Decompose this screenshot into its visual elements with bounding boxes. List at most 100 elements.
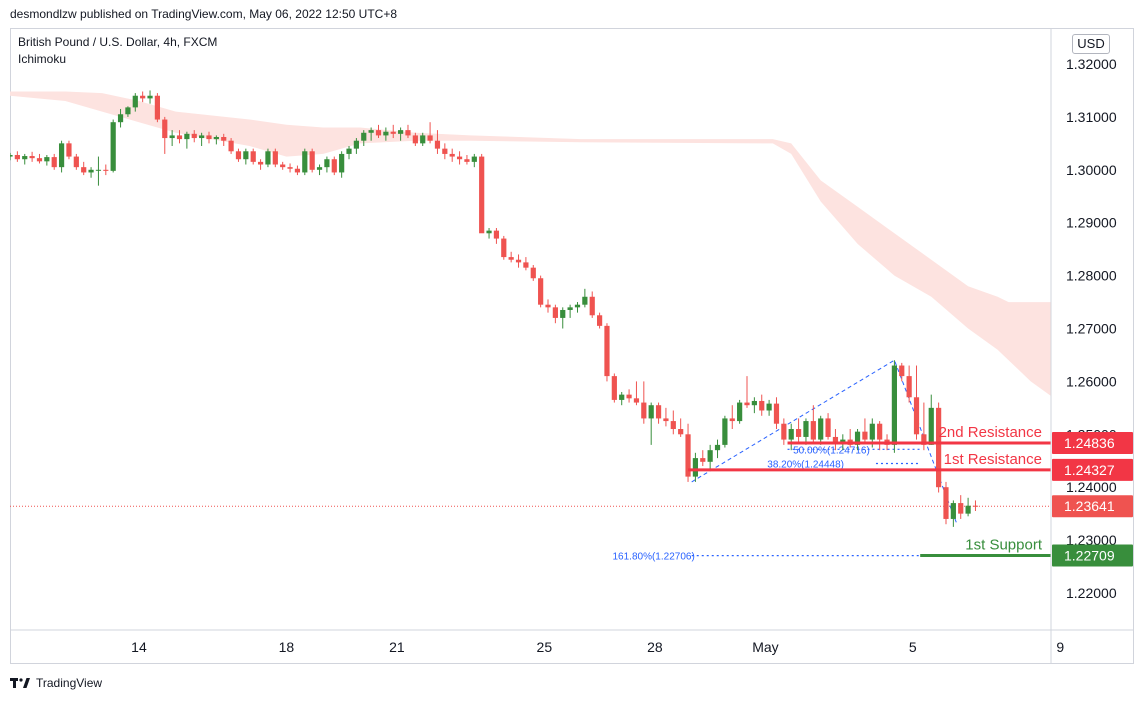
- candle[interactable]: [140, 91, 146, 103]
- candle[interactable]: [73, 153, 79, 170]
- candle[interactable]: [729, 405, 735, 430]
- candle[interactable]: [368, 127, 374, 141]
- candle[interactable]: [722, 415, 728, 448]
- candle[interactable]: [913, 365, 920, 440]
- candle[interactable]: [398, 127, 404, 141]
- candle[interactable]: [235, 148, 242, 162]
- price-tag[interactable]: 1.22709: [1052, 544, 1133, 567]
- candle[interactable]: [280, 161, 286, 170]
- candle[interactable]: [199, 132, 205, 146]
- candle[interactable]: [434, 130, 441, 154]
- candle[interactable]: [272, 148, 278, 168]
- candle[interactable]: [169, 130, 175, 146]
- candle[interactable]: [589, 291, 595, 318]
- candle[interactable]: [309, 148, 315, 173]
- candle[interactable]: [88, 167, 94, 178]
- candle[interactable]: [154, 93, 160, 123]
- candle[interactable]: [339, 151, 345, 178]
- candle[interactable]: [965, 497, 971, 517]
- candle[interactable]: [7, 152, 13, 161]
- candle[interactable]: [936, 402, 942, 493]
- candle[interactable]: [479, 153, 485, 234]
- candle[interactable]: [44, 154, 50, 166]
- candle[interactable]: [464, 154, 470, 165]
- candle[interactable]: [324, 156, 330, 173]
- candle[interactable]: [648, 402, 654, 445]
- candle[interactable]: [420, 132, 426, 146]
- candle[interactable]: [641, 381, 647, 424]
- candle[interactable]: [221, 133, 227, 146]
- candle[interactable]: [714, 439, 721, 459]
- candle[interactable]: [287, 163, 293, 173]
- candle[interactable]: [29, 151, 35, 162]
- candle[interactable]: [213, 135, 219, 145]
- candle[interactable]: [545, 299, 551, 313]
- plot-area[interactable]: 50.00%(1.24716) 38.20%(1.24448) 161.80%(1.…: [7, 90, 1104, 563]
- candle[interactable]: [117, 108, 124, 128]
- candle[interactable]: [346, 145, 352, 160]
- candle[interactable]: [928, 394, 934, 445]
- candle[interactable]: [228, 138, 234, 154]
- candle[interactable]: [854, 429, 861, 451]
- tradingview-brand[interactable]: TradingView: [10, 676, 102, 690]
- candle[interactable]: [103, 164, 109, 176]
- candle[interactable]: [501, 235, 507, 260]
- candle[interactable]: [486, 227, 492, 239]
- candle[interactable]: [678, 418, 684, 437]
- candle[interactable]: [737, 399, 743, 424]
- candle[interactable]: [515, 254, 522, 268]
- candle[interactable]: [58, 140, 65, 173]
- candle[interactable]: [412, 132, 418, 146]
- candle[interactable]: [582, 288, 588, 308]
- candle[interactable]: [132, 93, 138, 112]
- candle[interactable]: [508, 251, 514, 263]
- candle[interactable]: [36, 153, 43, 164]
- legend-indicator[interactable]: Ichimoku: [18, 52, 67, 66]
- candle[interactable]: [302, 148, 308, 176]
- candle[interactable]: [316, 164, 323, 176]
- candle[interactable]: [766, 399, 772, 416]
- candle[interactable]: [14, 151, 20, 162]
- candle[interactable]: [611, 373, 617, 403]
- candle[interactable]: [265, 148, 271, 168]
- candle[interactable]: [670, 410, 676, 435]
- candle[interactable]: [663, 407, 669, 427]
- currency-button[interactable]: USD: [1072, 34, 1110, 54]
- candle[interactable]: [471, 153, 477, 168]
- candle[interactable]: [958, 495, 964, 519]
- price-tag[interactable]: 1.23641: [1052, 495, 1133, 518]
- candle[interactable]: [390, 124, 396, 139]
- candle[interactable]: [685, 423, 691, 482]
- candle[interactable]: [405, 124, 411, 139]
- candle[interactable]: [751, 397, 757, 414]
- candle[interactable]: [530, 265, 536, 281]
- candle[interactable]: [597, 312, 603, 329]
- candle[interactable]: [759, 394, 765, 416]
- legend-symbol[interactable]: British Pound / U.S. Dollar, 4h, FXCM: [18, 35, 218, 49]
- candle[interactable]: [803, 418, 809, 445]
- candle[interactable]: [847, 429, 853, 448]
- candle[interactable]: [493, 227, 500, 244]
- candle[interactable]: [655, 402, 662, 424]
- candle[interactable]: [147, 90, 153, 104]
- candle[interactable]: [633, 381, 640, 406]
- candle[interactable]: [449, 148, 455, 162]
- candle[interactable]: [552, 304, 558, 324]
- candle[interactable]: [361, 130, 367, 146]
- candle[interactable]: [383, 127, 389, 141]
- candle[interactable]: [538, 275, 544, 308]
- candle[interactable]: [899, 362, 905, 382]
- candle[interactable]: [707, 444, 713, 469]
- candle[interactable]: [191, 130, 197, 143]
- candle[interactable]: [125, 106, 131, 117]
- candle[interactable]: [51, 153, 57, 170]
- candle[interactable]: [877, 421, 883, 451]
- candle[interactable]: [184, 131, 190, 149]
- candle[interactable]: [795, 418, 802, 443]
- candle[interactable]: [427, 122, 433, 144]
- candle[interactable]: [818, 415, 824, 445]
- candle[interactable]: [456, 151, 463, 165]
- candle[interactable]: [22, 153, 28, 165]
- candle[interactable]: [206, 131, 212, 144]
- candle[interactable]: [825, 413, 831, 440]
